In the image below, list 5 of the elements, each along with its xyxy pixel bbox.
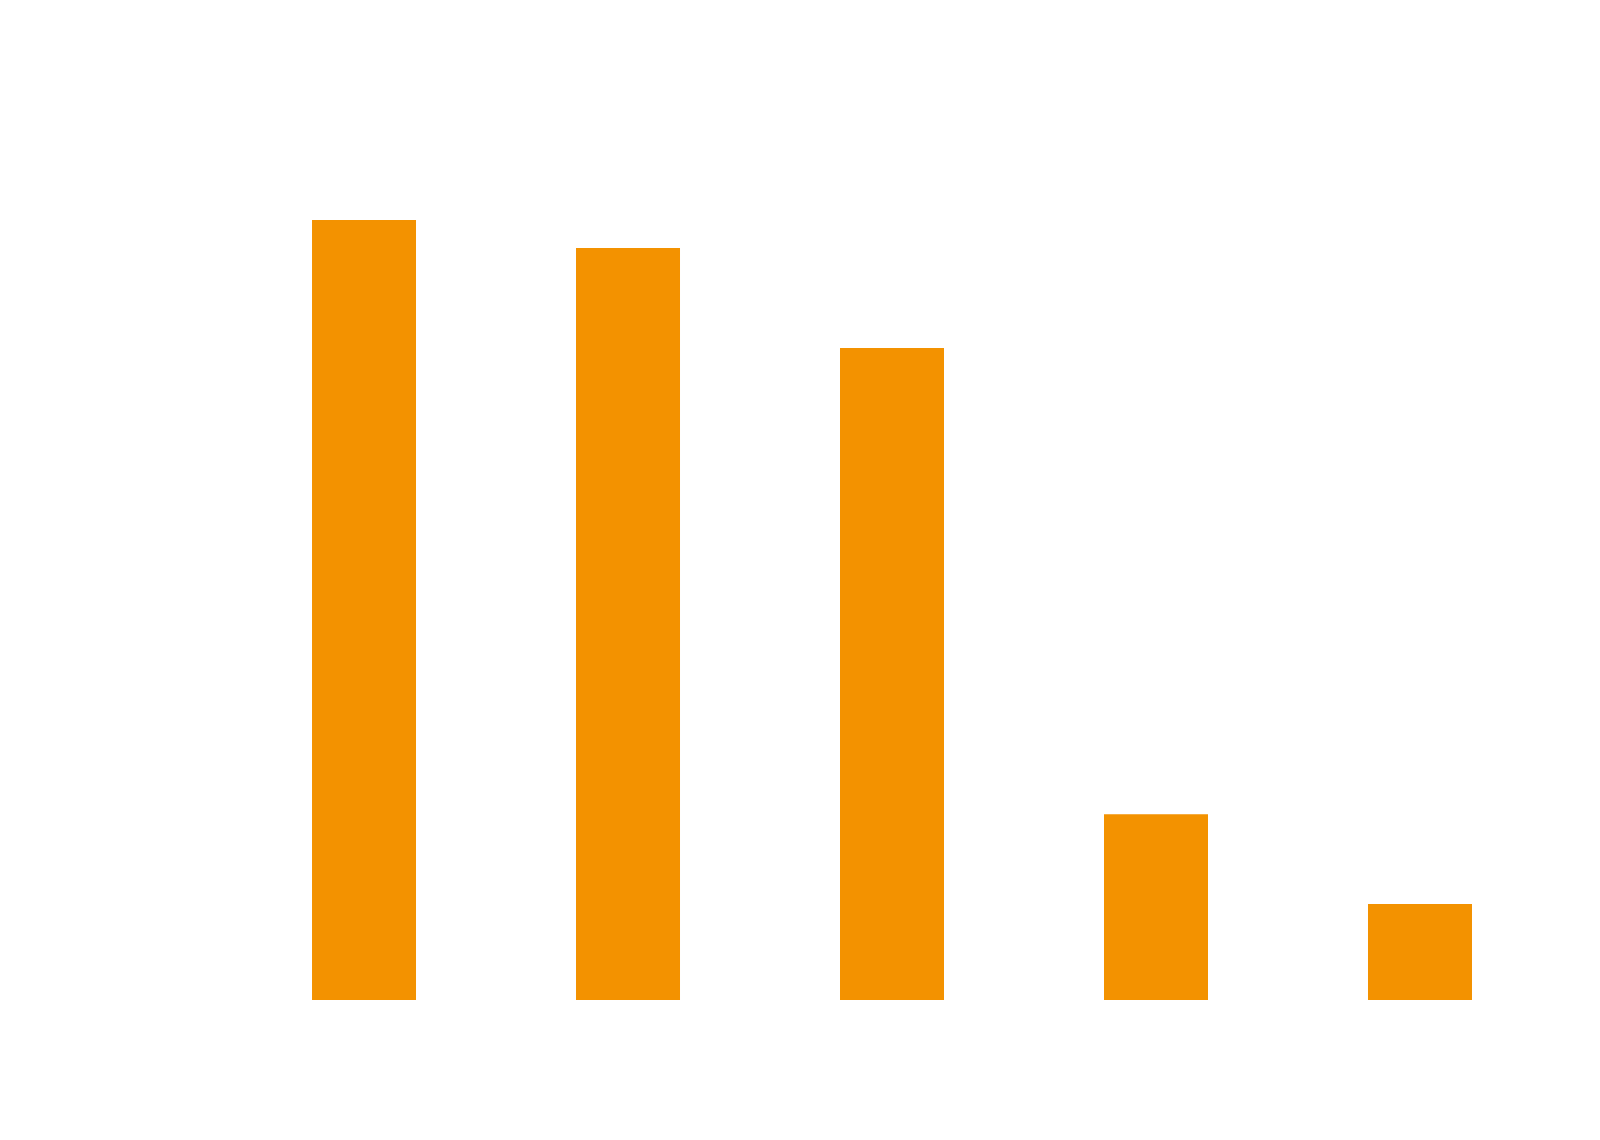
- bar: [840, 347, 944, 1000]
- bar: [312, 219, 417, 1000]
- bar: [1367, 904, 1472, 1000]
- bar: [576, 248, 681, 1000]
- bar: [1104, 814, 1208, 1000]
